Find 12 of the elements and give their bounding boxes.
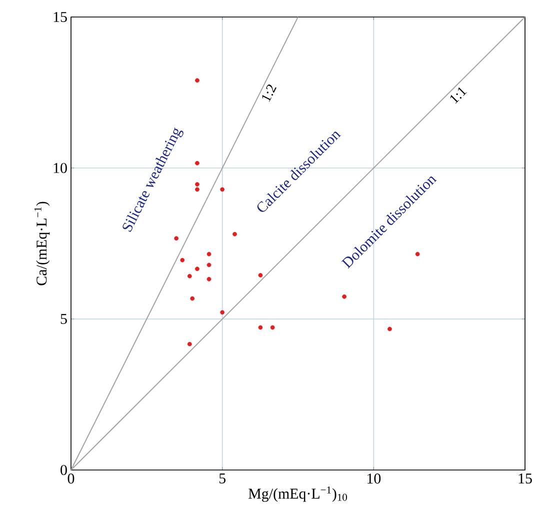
y-tick-label: 5 [60,314,67,324]
y-tick-label: 15 [54,12,67,22]
text: 1:1 [450,87,467,104]
x-tick-label: 10 [368,474,381,484]
text: 1:2 [262,84,276,102]
x-tick-label: 5 [219,474,226,484]
x-axis-title: Mg/(mEq·L$^{−1}$)$_{10}$ [248,486,347,502]
y-tick-label: 10 [54,162,67,174]
y-axis-title: Ca/(mEq·L$^{−1}$) [34,202,50,286]
x-tick-label: 0 [68,474,74,484]
y-tick-label: 0 [60,464,67,476]
x-tick-label: 15 [518,474,532,484]
